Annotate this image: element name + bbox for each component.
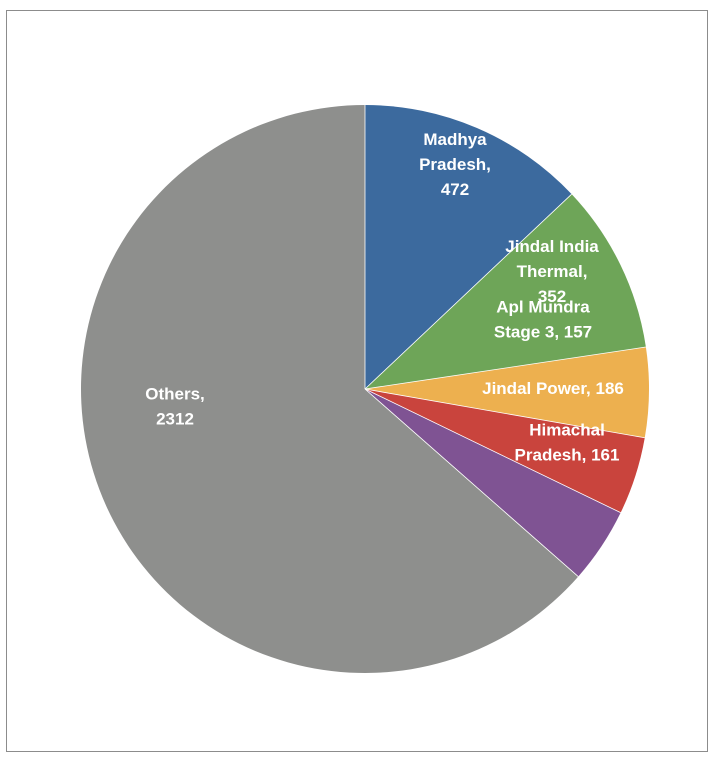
pie-slice-jindal-power [365,347,650,438]
slice-label-apl-mundra-stage-3: Apl Mundra Stage 3, 157 [494,298,592,342]
pie-slice-others [81,105,579,673]
pie-slice-apl-mundra-stage-3 [365,389,621,577]
slice-label-jindal-power: Jindal Power, 186 [482,379,624,398]
slice-label-jindal-india-thermal: Jindal India Thermal, 352 [505,237,599,306]
slice-separator [364,346,646,390]
pie-slice-himachal-pradesh [365,389,645,513]
pie-slice-madhya-pradesh [365,105,572,389]
slice-label-madhya-pradesh: Madhya Pradesh, 472 [419,130,491,199]
slice-label-others: Others, 2312 [145,385,205,429]
slice-separator [364,388,645,439]
slice-label-himachal-pradesh: Himachal Pradesh, 161 [515,421,620,465]
pie-slice-jindal-india-thermal [365,194,646,389]
slice-separator [364,193,572,390]
slice-separator [364,388,621,514]
pie-slices [81,105,650,673]
slice-separator [364,388,579,577]
